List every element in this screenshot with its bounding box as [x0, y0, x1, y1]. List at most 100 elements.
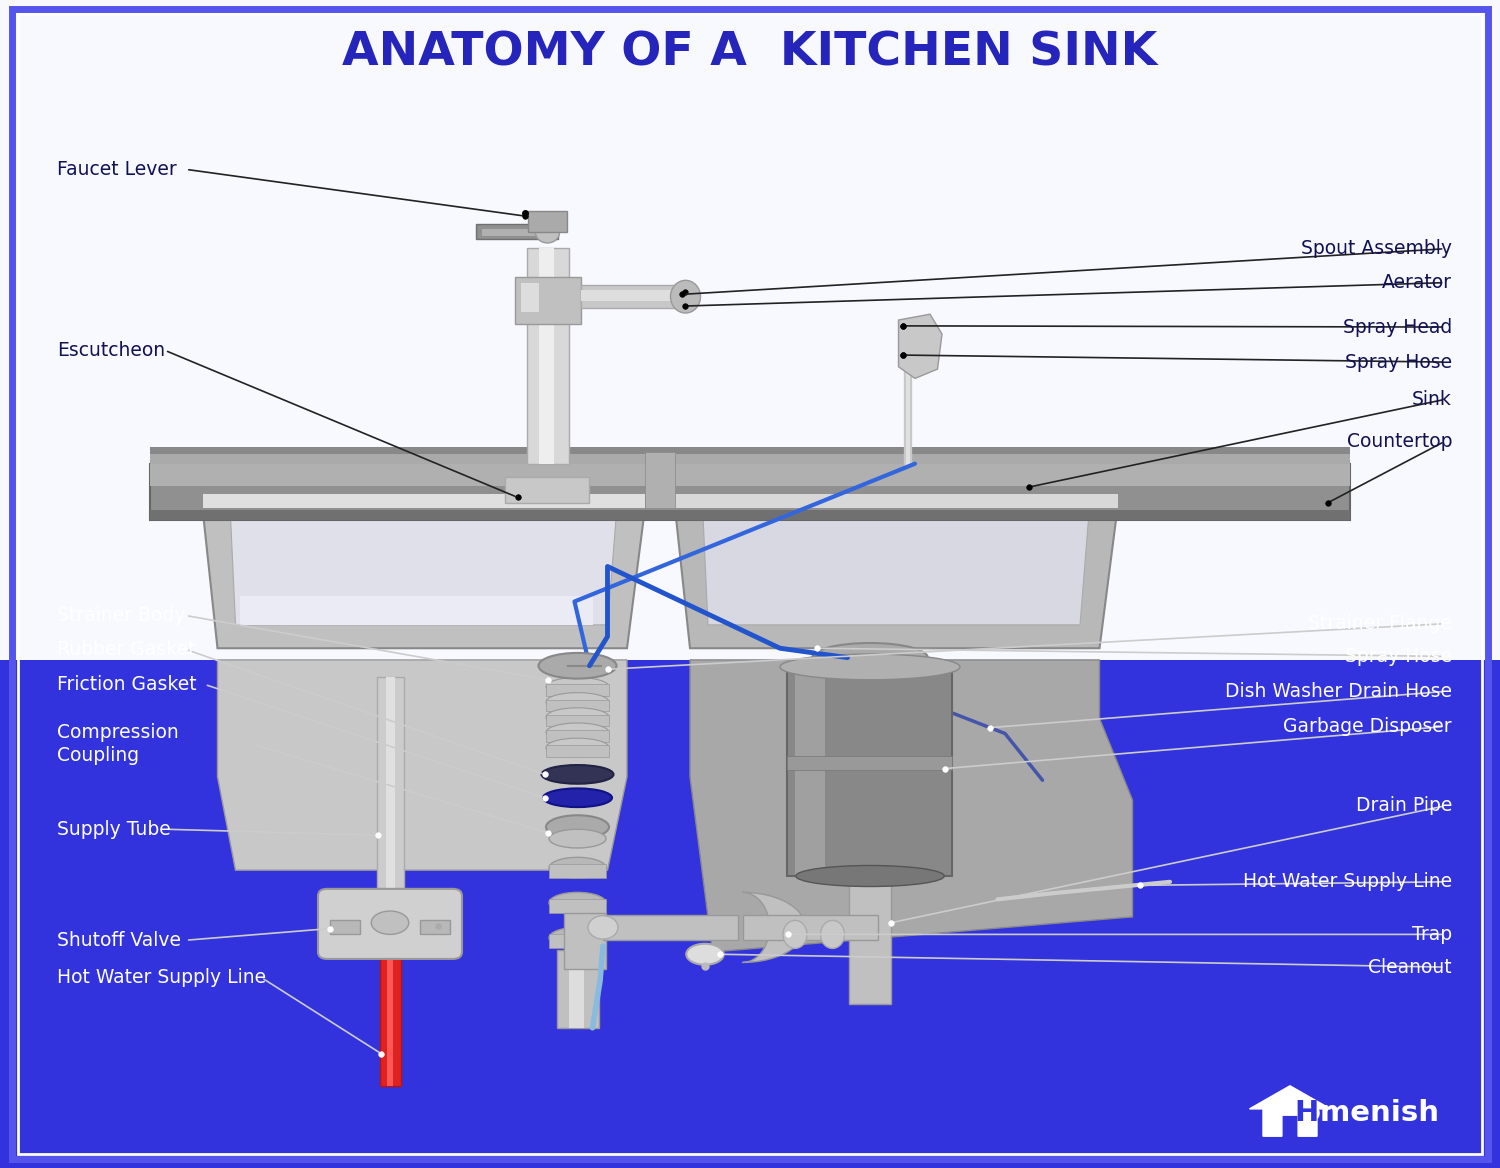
- Bar: [788, 756, 952, 770]
- Bar: [150, 464, 1350, 520]
- Ellipse shape: [543, 788, 612, 807]
- Ellipse shape: [549, 927, 606, 948]
- Text: Escutcheon: Escutcheon: [57, 341, 165, 360]
- Bar: [556, 950, 598, 1028]
- Text: Faucet Lever: Faucet Lever: [57, 160, 177, 179]
- Ellipse shape: [670, 280, 700, 313]
- Ellipse shape: [546, 815, 609, 839]
- Bar: [514, 277, 580, 324]
- Polygon shape: [230, 494, 618, 625]
- Ellipse shape: [780, 654, 960, 680]
- Bar: [788, 663, 952, 876]
- Bar: [849, 876, 891, 1004]
- Bar: [645, 452, 675, 508]
- Polygon shape: [742, 892, 806, 962]
- Bar: [549, 934, 606, 948]
- Ellipse shape: [546, 723, 609, 742]
- Ellipse shape: [538, 653, 616, 679]
- Text: Spray Hose: Spray Hose: [1346, 647, 1452, 666]
- Text: Sink: Sink: [1412, 390, 1452, 409]
- Text: Trap: Trap: [1412, 925, 1452, 944]
- Ellipse shape: [546, 693, 609, 711]
- Bar: [0, 660, 1500, 1168]
- Text: Garbage Disposer: Garbage Disposer: [1284, 717, 1452, 736]
- Text: Countertop: Countertop: [1347, 432, 1452, 451]
- Bar: [546, 745, 609, 757]
- Text: Hot Water Supply Line: Hot Water Supply Line: [57, 968, 266, 987]
- Bar: [476, 224, 558, 239]
- Ellipse shape: [549, 857, 606, 878]
- Ellipse shape: [546, 708, 609, 726]
- Ellipse shape: [546, 738, 609, 757]
- Bar: [240, 596, 592, 625]
- Bar: [202, 494, 645, 508]
- Polygon shape: [217, 660, 627, 870]
- Ellipse shape: [795, 865, 945, 887]
- Text: Rubber Gasket: Rubber Gasket: [57, 640, 195, 659]
- Polygon shape: [202, 508, 645, 648]
- Text: Spray Hose: Spray Hose: [1346, 353, 1452, 371]
- Text: Strainer Body: Strainer Body: [57, 606, 186, 625]
- Bar: [386, 677, 394, 934]
- Bar: [376, 677, 404, 934]
- Bar: [546, 730, 609, 742]
- Bar: [538, 248, 554, 464]
- Bar: [380, 952, 400, 1086]
- Text: Drain Pipe: Drain Pipe: [1356, 797, 1452, 815]
- Bar: [520, 283, 538, 312]
- Ellipse shape: [549, 829, 606, 848]
- Text: Dish Washer Drain Hose: Dish Washer Drain Hose: [1226, 682, 1452, 701]
- Text: omenish: omenish: [1300, 1099, 1440, 1127]
- Bar: [580, 290, 678, 301]
- Bar: [603, 915, 738, 940]
- Bar: [526, 248, 568, 464]
- Bar: [580, 285, 686, 308]
- Bar: [549, 864, 606, 878]
- Bar: [0, 0, 1500, 660]
- Text: Cleanout: Cleanout: [1368, 958, 1452, 976]
- Ellipse shape: [536, 222, 560, 243]
- Ellipse shape: [686, 944, 723, 965]
- Bar: [742, 915, 878, 940]
- Bar: [420, 920, 450, 934]
- Bar: [150, 447, 1350, 454]
- Bar: [506, 478, 590, 503]
- Polygon shape: [690, 660, 1132, 952]
- Ellipse shape: [372, 911, 408, 934]
- Text: Supply Tube: Supply Tube: [57, 820, 171, 839]
- Ellipse shape: [546, 677, 609, 696]
- Polygon shape: [675, 508, 1118, 648]
- Ellipse shape: [542, 765, 614, 784]
- Bar: [482, 229, 554, 236]
- Bar: [528, 211, 567, 232]
- Text: Aerator: Aerator: [1382, 273, 1452, 292]
- Text: Hot Water Supply Line: Hot Water Supply Line: [1244, 872, 1452, 891]
- Bar: [568, 950, 584, 1028]
- Text: Shutoff Valve: Shutoff Valve: [57, 931, 182, 950]
- Text: Compression
Coupling: Compression Coupling: [57, 723, 178, 765]
- Bar: [549, 899, 606, 913]
- Bar: [564, 913, 606, 969]
- Text: ANATOMY OF A  KITCHEN SINK: ANATOMY OF A KITCHEN SINK: [342, 30, 1158, 75]
- Bar: [150, 464, 1350, 486]
- Bar: [387, 952, 393, 1086]
- Ellipse shape: [821, 920, 844, 948]
- Text: Friction Gasket: Friction Gasket: [57, 675, 196, 694]
- Bar: [150, 454, 1350, 464]
- Bar: [675, 494, 1118, 508]
- Bar: [546, 715, 609, 726]
- Text: H: H: [1294, 1099, 1318, 1127]
- Bar: [795, 663, 825, 876]
- Ellipse shape: [588, 916, 618, 939]
- Polygon shape: [1250, 1086, 1330, 1136]
- Polygon shape: [898, 314, 942, 378]
- Ellipse shape: [783, 920, 807, 948]
- Text: Spout Assembly: Spout Assembly: [1300, 239, 1452, 258]
- Bar: [546, 700, 609, 711]
- Bar: [546, 684, 609, 696]
- FancyBboxPatch shape: [318, 889, 462, 959]
- Ellipse shape: [812, 642, 927, 673]
- Text: Strainer Flange: Strainer Flange: [1308, 614, 1452, 633]
- Text: Spray Head: Spray Head: [1342, 318, 1452, 336]
- Polygon shape: [702, 494, 1090, 625]
